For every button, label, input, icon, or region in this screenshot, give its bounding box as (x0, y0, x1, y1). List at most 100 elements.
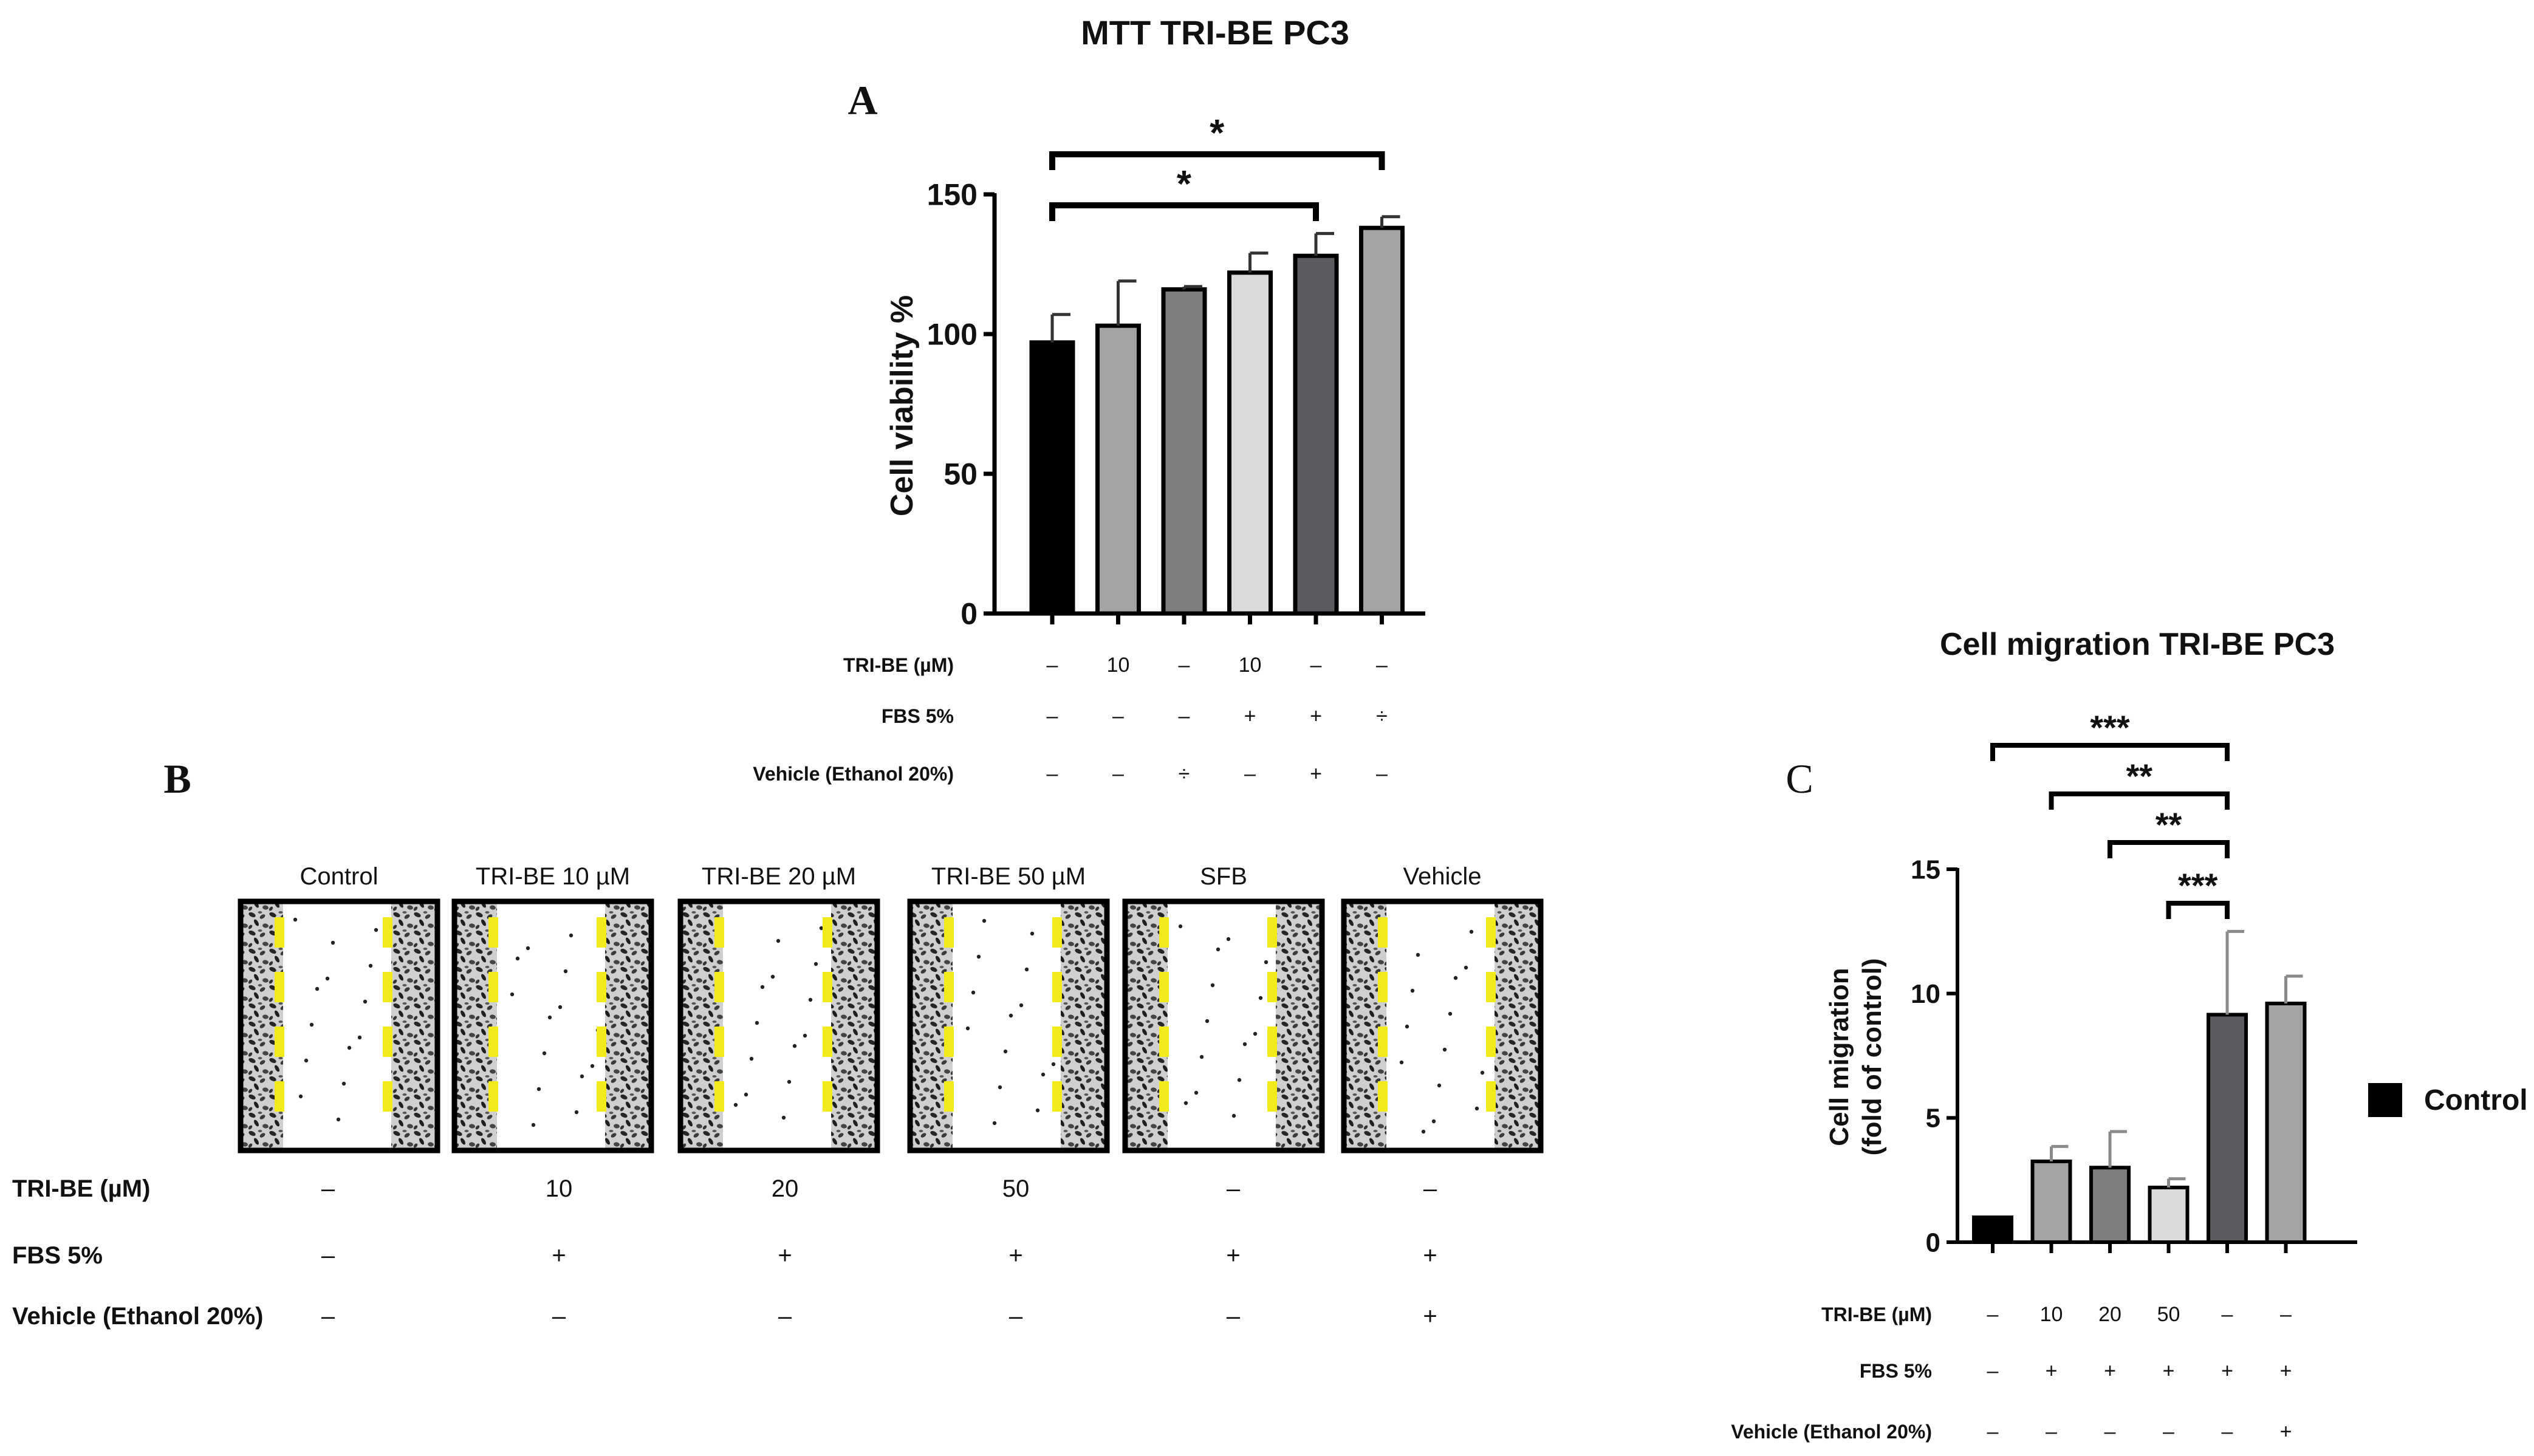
migrated-cell (1035, 1108, 1040, 1113)
migrated-cell (569, 933, 574, 938)
migrated-cell (1405, 1024, 1409, 1029)
gap-marker (597, 1027, 606, 1057)
migrated-cell (347, 1045, 352, 1050)
significance-brackets: ********** (1990, 708, 2230, 919)
gap-marker (1486, 1027, 1496, 1057)
migrated-cell (1399, 1060, 1404, 1065)
condition-value: – (2046, 1420, 2057, 1443)
condition-table: TRI-BE (µM) –10 20 50– –FBS 5% – + + + + +Vehicle … (12, 1175, 1437, 1330)
migrated-cell (590, 1064, 595, 1068)
migrated-cell (1431, 1119, 1436, 1124)
bar-rect (1161, 287, 1207, 616)
migrated-cell (315, 986, 320, 991)
bar-group (1029, 215, 1405, 616)
condition-value: 10 (546, 1175, 573, 1202)
bar-rect (2265, 1002, 2307, 1245)
gap-marker (1378, 972, 1388, 1002)
gap-marker (1159, 972, 1169, 1002)
condition-label: TRI-BE (µM) (1821, 1304, 1932, 1325)
migrated-cell (368, 963, 373, 968)
gap-marker (823, 1081, 832, 1112)
gap-marker (1052, 972, 1062, 1002)
migrated-cell (792, 1044, 797, 1048)
gap-marker (1267, 1081, 1277, 1112)
gap-marker (488, 917, 498, 948)
migrated-cell (363, 999, 368, 1004)
condition-value: – (1376, 654, 1388, 677)
bar-2 (1095, 279, 1141, 616)
condition-row: TRI-BE (µM) – 10 20 50 – – (12, 1175, 1437, 1202)
panel-b-wound-healing-images: Control TRI-BE 10 µM TRI-BE 20 µM TRI-BE 50… (12, 863, 1544, 1330)
migrated-cell (770, 974, 775, 979)
condition-label: Vehicle (Ethanol 20%) (12, 1303, 263, 1330)
condition-row: Vehicle (Ethanol 20%) – – – – – + (12, 1303, 1437, 1330)
bar-5 (1293, 231, 1339, 616)
condition-value: – (1047, 762, 1058, 785)
bracket-line (2049, 791, 2230, 810)
micrograph-5: SFB (1122, 863, 1325, 1154)
migrated-cell (526, 946, 530, 951)
gap-marker (1159, 917, 1169, 948)
bar-6 (2265, 974, 2307, 1245)
bar-rect (2089, 1166, 2131, 1244)
gap-marker (1486, 972, 1496, 1002)
y-tick-label: 15 (1911, 855, 1940, 884)
condition-table: TRI-BE (µM) –10 20 50– –FBS 5% – + + + + +Vehicle … (1731, 1303, 2292, 1443)
condition-value: – (1009, 1303, 1023, 1330)
gap-marker (1267, 972, 1277, 1002)
micrograph-3: TRI-BE 20 µM (677, 863, 880, 1154)
condition-value: 50 (1002, 1175, 1030, 1202)
migrated-cell (330, 940, 335, 945)
gap-marker (488, 1081, 498, 1112)
migrated-cell (776, 938, 781, 943)
condition-row: TRI-BE (µM) – 10 20 50 – – (1821, 1303, 2292, 1326)
panel-label-c: C (1786, 756, 1813, 802)
condition-value: – (1227, 1175, 1241, 1202)
condition-value: – (321, 1242, 335, 1269)
gap-marker (275, 917, 284, 948)
figure-title: MTT TRI-BE PC3 (1081, 13, 1349, 52)
bar-4 (1227, 251, 1273, 616)
gap-marker (1378, 1081, 1388, 1112)
bar-3 (2089, 1130, 2131, 1244)
condition-value: + (2280, 1420, 2292, 1443)
migrated-cell (1242, 1042, 1247, 1047)
condition-row: FBS 5% – – – + + ÷ (882, 705, 1388, 728)
micrograph-frame (238, 898, 440, 1154)
migrated-cell (1474, 1106, 1479, 1111)
gap-marker (488, 972, 498, 1002)
bar-rect (2030, 1159, 2072, 1245)
bar-rect (1095, 323, 1141, 616)
condition-label: FBS 5% (882, 705, 954, 727)
cell-layer-right (391, 901, 437, 1150)
migrated-cell (1008, 1013, 1013, 1018)
migrated-cell (1194, 1090, 1199, 1095)
gap-marker (275, 1027, 284, 1057)
condition-label: TRI-BE (µM) (12, 1175, 150, 1202)
gap-marker (383, 1081, 392, 1112)
cell-layer-right (1495, 901, 1541, 1150)
migrated-cell (1416, 952, 1420, 957)
legend-label-control: Control (2424, 1084, 2528, 1116)
condition-value: 10 (1107, 654, 1130, 677)
condition-value: + (1310, 705, 1322, 728)
gap-marker (597, 972, 606, 1002)
migrated-cell (1237, 1078, 1242, 1082)
micrograph-title: TRI-BE 10 µM (476, 863, 630, 890)
micrograph-row: Control TRI-BE 10 µM TRI-BE 20 µM TRI-BE 50… (238, 863, 1544, 1154)
bar-rect (2148, 1185, 2190, 1244)
migrated-cell (574, 1110, 579, 1115)
condition-row: TRI-BE (µM) – 10 – 10 – – (843, 654, 1388, 677)
micrograph-title: Control (300, 863, 378, 890)
condition-value: 50 (2157, 1303, 2180, 1326)
cell-layer-right (605, 901, 651, 1150)
condition-value: – (1987, 1359, 1999, 1383)
y-tick-label: 50 (943, 457, 978, 491)
gap-marker (944, 1027, 954, 1057)
gap-marker (714, 917, 724, 948)
condition-value: 20 (2098, 1303, 2121, 1326)
bar-rect (1359, 225, 1405, 616)
condition-label: FBS 5% (12, 1242, 103, 1269)
migrated-cell (1464, 965, 1468, 970)
gap-marker (1486, 917, 1496, 948)
